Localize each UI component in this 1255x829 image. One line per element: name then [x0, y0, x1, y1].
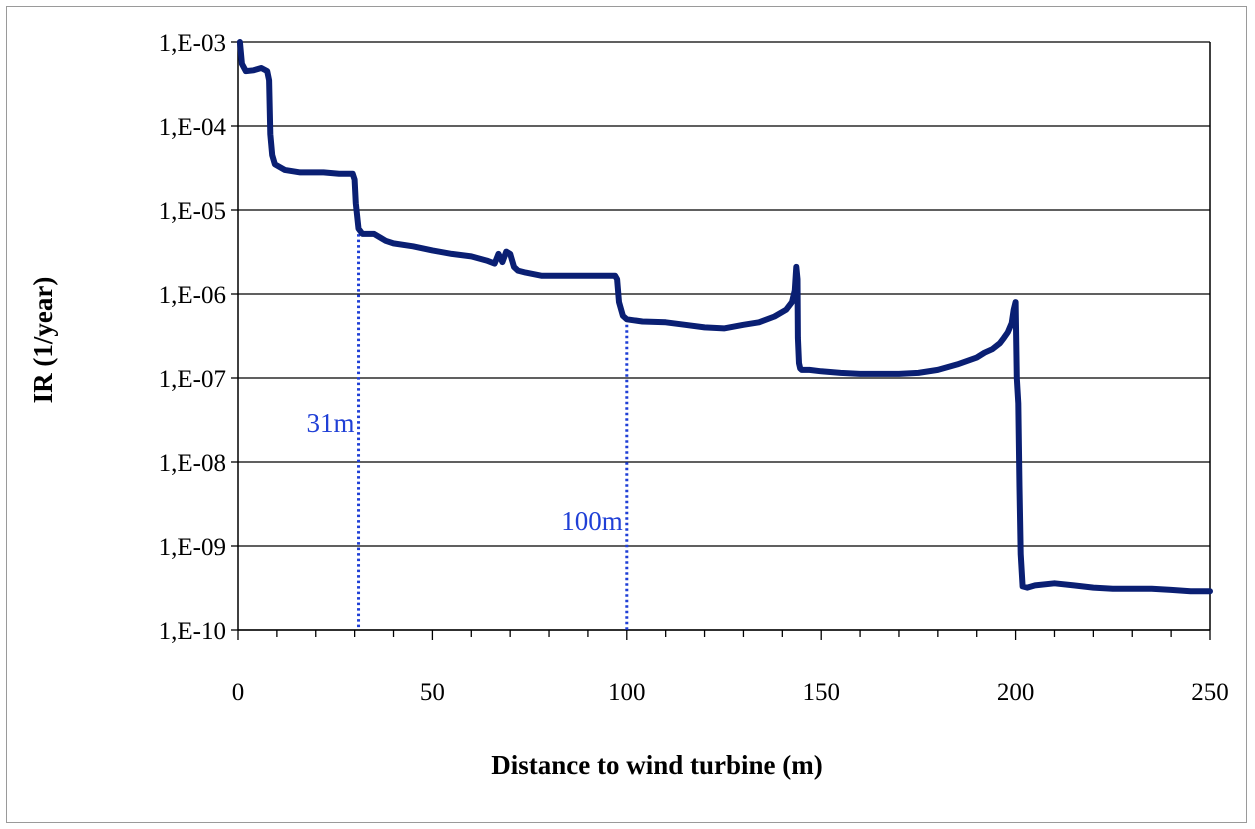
y-tick-label: 1,E-07: [159, 366, 226, 393]
y-tick-label: 1,E-09: [159, 534, 226, 561]
marker-label-31m: 31m: [307, 408, 355, 438]
x-tick-label: 0: [232, 679, 245, 706]
x-tick-label: 150: [802, 679, 840, 706]
y-tick-label: 1,E-08: [159, 450, 226, 477]
y-tick-label: 1,E-06: [159, 282, 226, 309]
x-tick-label: 100: [608, 679, 646, 706]
grid-lines: [238, 41, 1210, 631]
y-tick-label: 1,E-10: [159, 618, 226, 645]
x-tick-label: 250: [1191, 679, 1229, 706]
y-tick-labels: 1,E-03 1,E-04 1,E-05 1,E-06 1,E-07 1,E-08 1,E-…: [159, 30, 227, 645]
y-tick-label: 1,E-05: [159, 198, 226, 225]
y-tick-label: 1,E-04: [159, 114, 227, 141]
y-tick-label: 1,E-03: [159, 30, 226, 57]
series-line-0: [236, 39, 1213, 595]
y-axis-title: IR (1/year): [28, 277, 58, 404]
distance-markers: 31m 100m: [307, 228, 629, 630]
x-tick-label: 50: [420, 679, 445, 706]
marker-label-100m: 100m: [561, 506, 623, 536]
series-lines: [236, 39, 1213, 595]
x-tick-label: 200: [997, 679, 1035, 706]
axes: [231, 41, 1211, 640]
x-axis-title: Distance to wind turbine (m): [491, 750, 823, 780]
x-tick-labels: 0 50 100 150 200 250: [232, 679, 1229, 706]
